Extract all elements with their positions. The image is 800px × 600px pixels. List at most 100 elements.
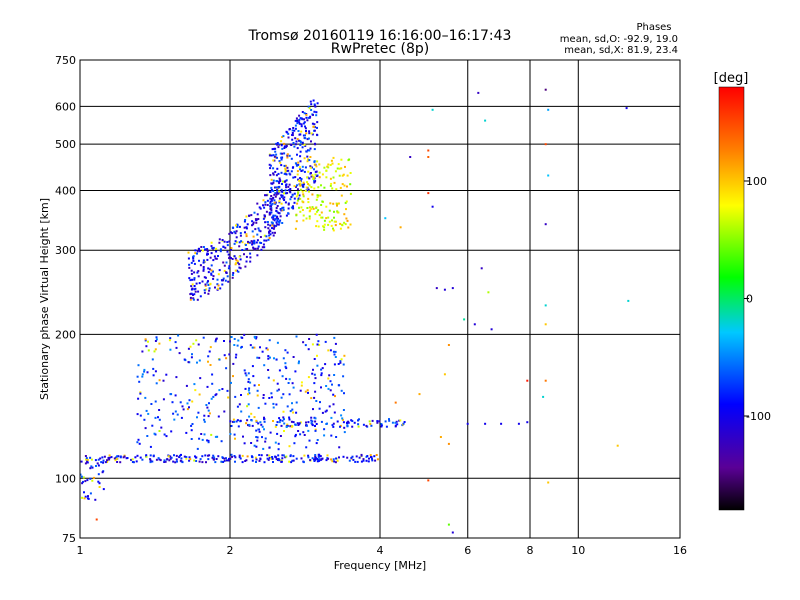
data-point (244, 387, 247, 390)
data-point (227, 253, 230, 256)
data-point (272, 159, 275, 162)
data-point (544, 143, 547, 146)
data-point (270, 396, 273, 399)
data-point (212, 275, 215, 278)
data-point (207, 360, 209, 363)
data-point (189, 293, 192, 296)
data-point (180, 457, 183, 460)
data-point (451, 287, 454, 290)
data-point (240, 410, 243, 413)
data-point (234, 356, 237, 359)
data-point (350, 456, 353, 459)
data-point (258, 454, 261, 456)
data-point (248, 423, 251, 426)
data-point (286, 405, 289, 408)
data-point (233, 455, 236, 457)
data-point (320, 204, 323, 206)
data-point (272, 379, 275, 382)
data-point (288, 460, 291, 463)
data-point (337, 202, 340, 205)
data-point (223, 269, 226, 272)
data-point (203, 291, 206, 294)
data-point (298, 139, 300, 142)
data-point (357, 419, 360, 422)
data-point (277, 448, 280, 451)
data-point (276, 167, 279, 170)
data-point (368, 420, 371, 423)
data-point (231, 226, 234, 229)
data-point (313, 396, 316, 399)
data-point (246, 405, 249, 408)
data-point (227, 459, 230, 462)
data-point (276, 189, 279, 192)
data-point (279, 435, 282, 437)
data-point (318, 176, 321, 179)
data-point (304, 166, 307, 169)
data-point (293, 129, 296, 132)
data-point (223, 410, 226, 413)
data-point (319, 401, 321, 404)
data-point (258, 206, 261, 209)
data-point (110, 456, 113, 459)
data-point (238, 456, 241, 459)
data-point (263, 418, 266, 421)
data-point (292, 386, 295, 389)
data-point (321, 200, 324, 203)
data-point (98, 482, 101, 485)
data-point (85, 458, 87, 461)
data-point (316, 121, 319, 124)
y-tick-label: 750 (55, 54, 76, 67)
data-point (307, 454, 310, 457)
data-point (247, 242, 250, 245)
data-point (299, 433, 302, 436)
data-point (315, 225, 318, 228)
data-point (202, 269, 205, 272)
data-point (275, 180, 278, 182)
data-point (276, 143, 279, 146)
data-point (283, 192, 285, 195)
data-point (324, 363, 327, 366)
data-point (314, 173, 317, 176)
data-point (255, 445, 258, 448)
data-point (280, 459, 283, 462)
data-point (318, 458, 321, 461)
data-point (317, 186, 320, 189)
data-point (158, 409, 161, 411)
data-point (310, 422, 313, 425)
data-point (314, 420, 317, 423)
data-point (310, 419, 313, 422)
data-point (312, 207, 315, 210)
data-point (282, 135, 285, 138)
data-point (81, 482, 84, 485)
data-point (163, 461, 166, 463)
data-point (181, 405, 184, 408)
data-point (235, 259, 238, 262)
data-point (272, 218, 275, 221)
data-point (332, 227, 334, 230)
data-point (153, 350, 156, 353)
data-point (163, 433, 166, 436)
data-point (192, 259, 195, 262)
data-point (339, 425, 341, 428)
data-point (195, 282, 198, 285)
data-point (89, 456, 92, 459)
data-point (210, 433, 213, 436)
data-point (344, 223, 347, 226)
data-point (347, 420, 350, 423)
data-point (365, 424, 368, 427)
data-point (275, 186, 278, 189)
data-point (287, 382, 290, 384)
data-point (299, 188, 302, 191)
data-point (190, 285, 193, 288)
data-point (244, 219, 247, 221)
data-point (333, 460, 336, 463)
data-point (257, 422, 260, 425)
data-point (268, 231, 270, 234)
data-point (317, 455, 320, 458)
data-point (270, 221, 273, 224)
data-point (266, 199, 269, 202)
data-point (192, 342, 195, 345)
data-point (204, 248, 207, 251)
data-point (286, 424, 289, 427)
